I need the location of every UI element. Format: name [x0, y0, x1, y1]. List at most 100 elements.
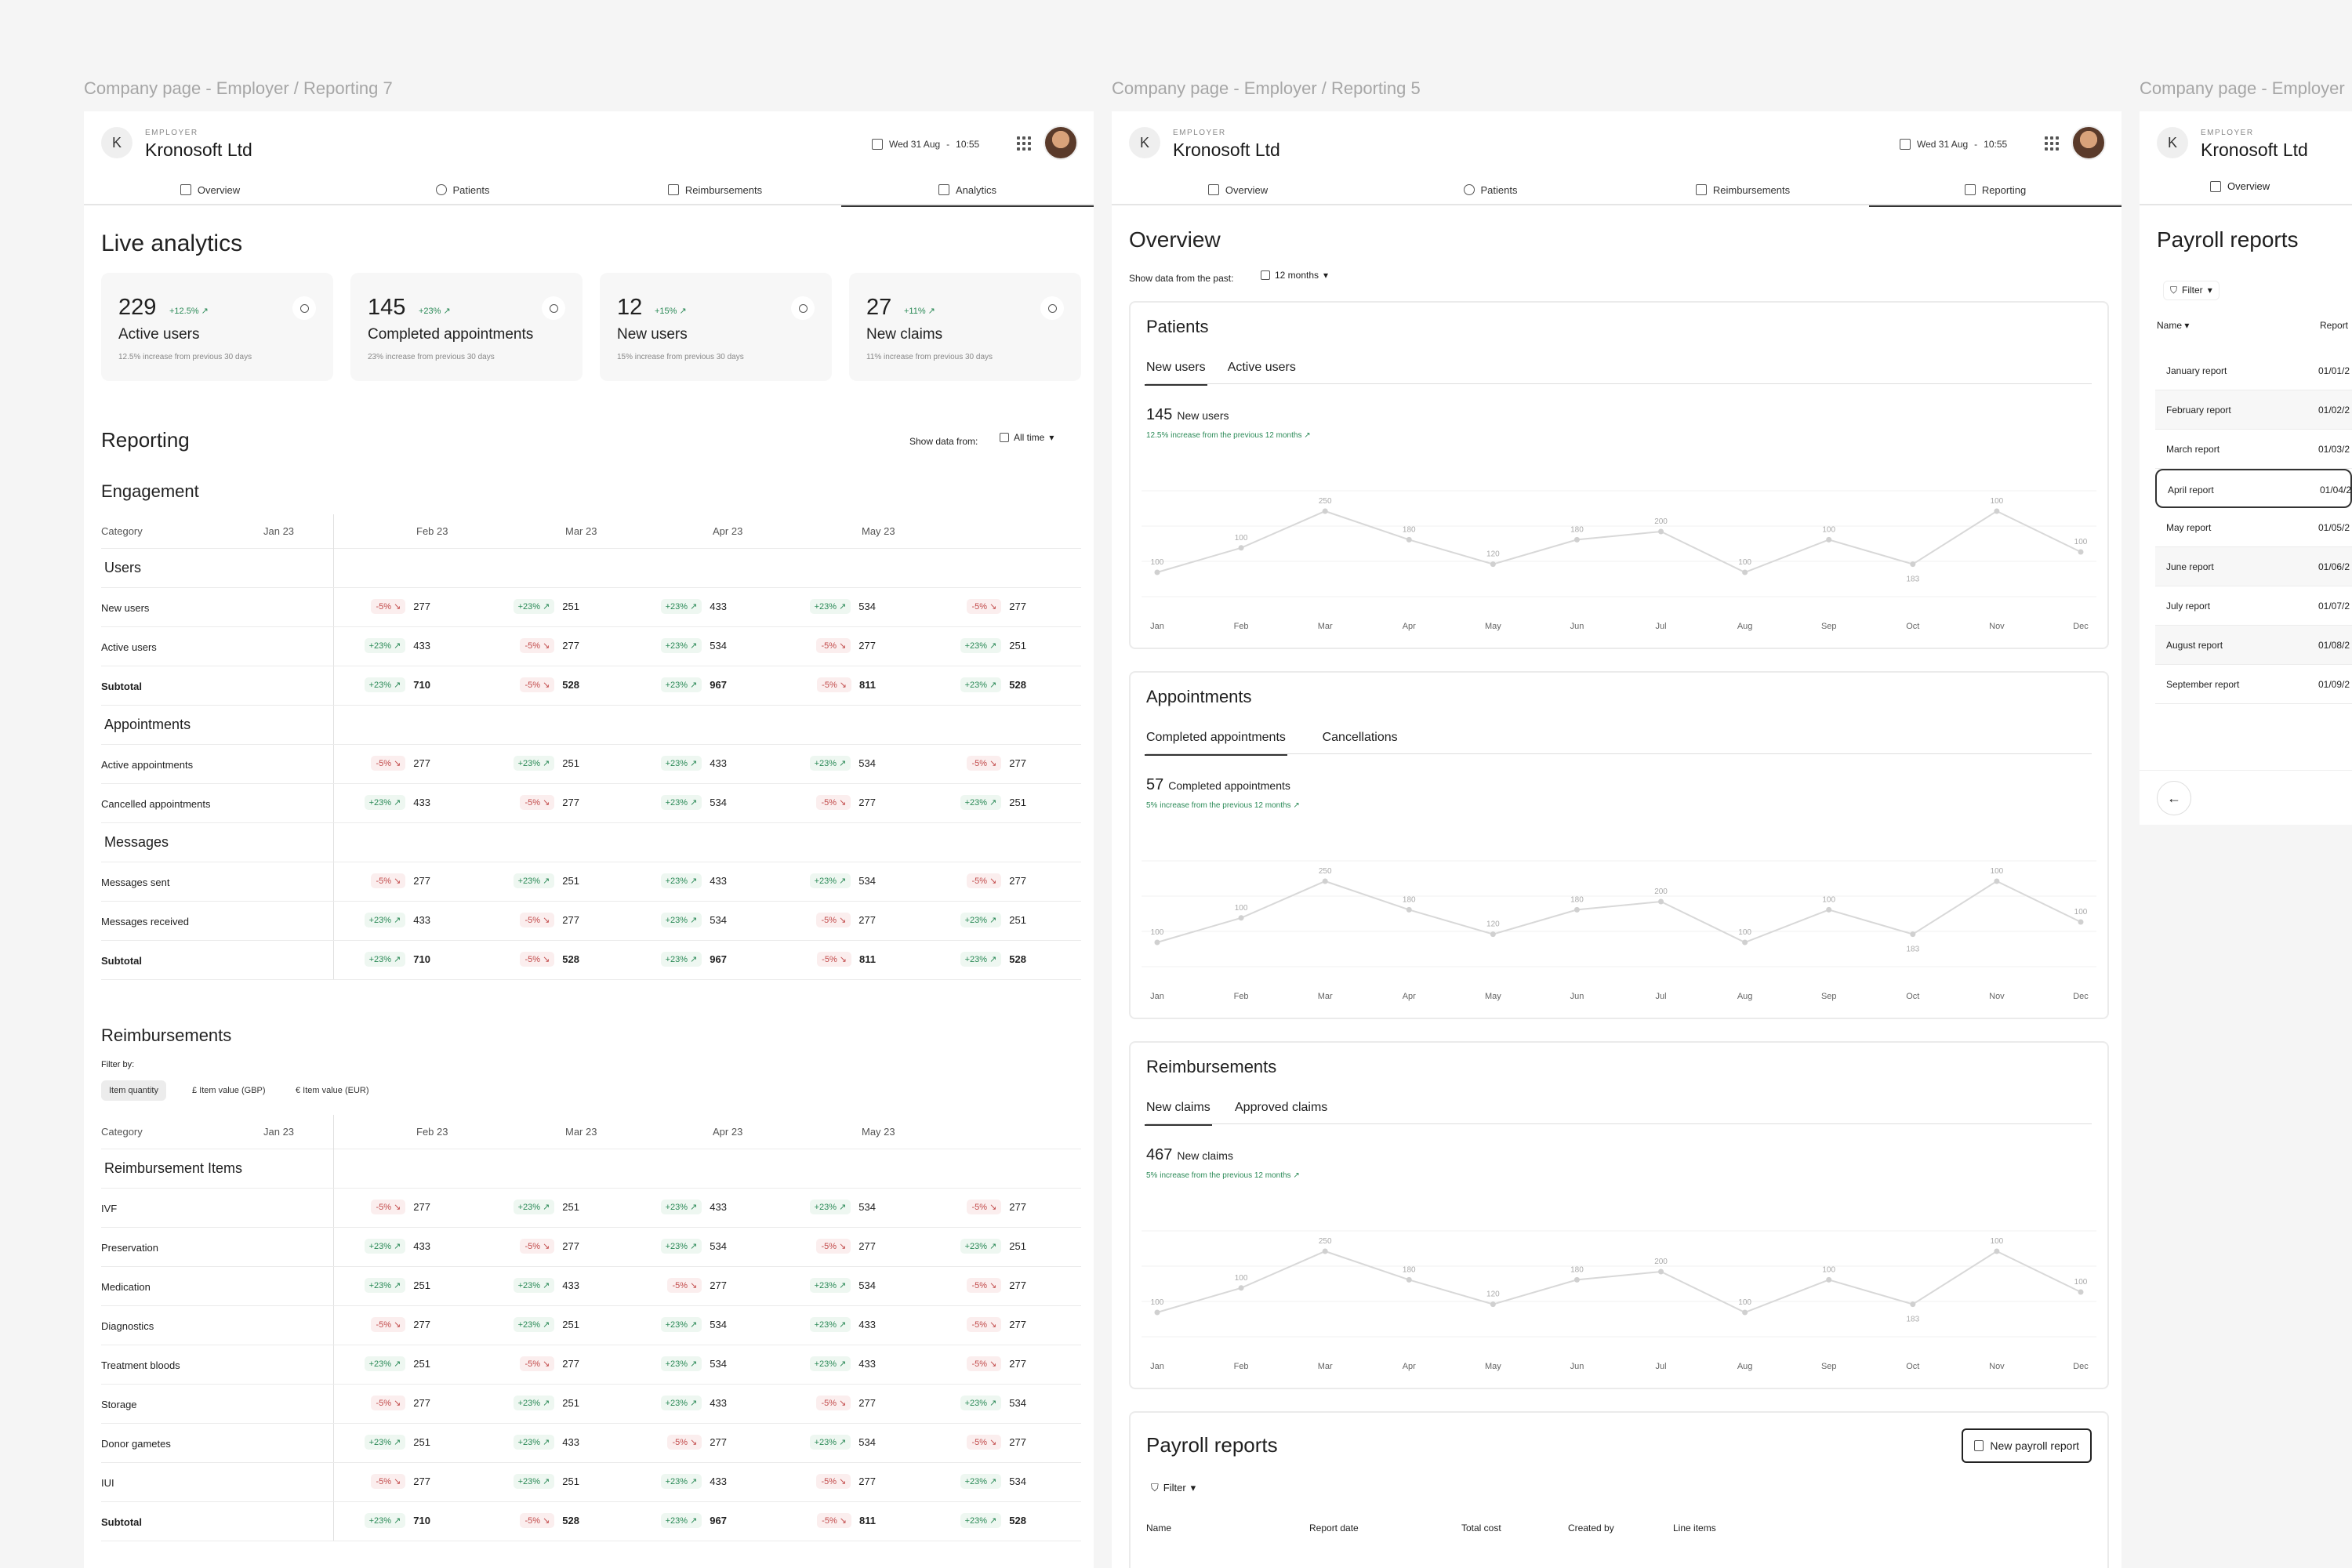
filter-button[interactable]: ⛉ Filter ▾ [2163, 281, 2220, 300]
new-payroll-button[interactable]: New payroll report [1962, 1428, 2092, 1463]
data-point[interactable] [1238, 545, 1244, 551]
panel-tab[interactable]: New users [1145, 361, 1207, 386]
cell-value: 710 [413, 953, 430, 965]
row-label: Subtotal [101, 1516, 142, 1528]
data-point[interactable] [2078, 919, 2084, 925]
value-cell: +23% ↗ 251 [344, 1356, 430, 1371]
data-point[interactable] [1658, 898, 1664, 905]
tab-reimbursements[interactable]: Reimbursements [589, 174, 841, 205]
company-avatar[interactable]: K [101, 127, 132, 158]
panel-tab[interactable]: Approved claims [1235, 1101, 1328, 1114]
data-point[interactable] [1490, 561, 1496, 568]
tab-patients[interactable]: Patients [336, 174, 589, 205]
increase-badge: +23% ↗ [960, 913, 1002, 927]
data-point[interactable] [2078, 1289, 2084, 1295]
tab-patients[interactable]: Patients [1364, 174, 1617, 205]
data-point[interactable] [1994, 1248, 2000, 1254]
data-point[interactable] [1322, 1248, 1328, 1254]
tab-reporting[interactable]: Reporting [1869, 174, 2122, 207]
payroll-row[interactable]: March report 01/03/2 [2155, 430, 2352, 469]
payroll-column-header[interactable]: Line items [1673, 1523, 1716, 1534]
payroll-column-header[interactable]: Total cost [1461, 1523, 1501, 1534]
payroll-row[interactable]: June report 01/06/2 [2155, 547, 2352, 586]
decrease-badge: -5% ↘ [967, 873, 1002, 888]
increase-badge: +23% ↗ [960, 795, 1002, 810]
apps-grid-icon[interactable] [2045, 136, 2059, 151]
data-point[interactable] [1490, 931, 1496, 938]
panel-tab[interactable]: New claims [1145, 1101, 1212, 1126]
payroll-row[interactable]: September report 01/09/2 [2155, 665, 2352, 704]
panel-tab[interactable]: Active users [1227, 361, 1296, 374]
data-point[interactable] [1826, 1276, 1832, 1283]
value-cell: -5% ↘ 277 [940, 873, 1026, 888]
back-arrow-icon[interactable]: ← [2157, 781, 2191, 815]
filter-item-quantity[interactable]: Item quantity [101, 1080, 166, 1101]
payroll-row[interactable]: July report 01/07/2 [2155, 586, 2352, 626]
data-point[interactable] [1826, 906, 1832, 913]
column-header: Mar 23 [565, 1126, 597, 1138]
payroll-column-header[interactable]: Name [1146, 1523, 1172, 1534]
data-point[interactable] [2078, 549, 2084, 555]
tab-overview[interactable]: Overview [84, 174, 336, 205]
tab-overview[interactable]: Overview [1112, 174, 1364, 205]
tab-overview[interactable]: Overview [2210, 180, 2270, 192]
payroll-row[interactable]: April report 01/04/2 [2155, 469, 2352, 508]
filter-gbp[interactable]: £ Item value (GBP) [192, 1086, 266, 1095]
data-point[interactable] [1573, 536, 1580, 543]
data-point[interactable] [1994, 878, 2000, 884]
data-point[interactable] [1490, 1301, 1496, 1308]
data-point[interactable] [1658, 1269, 1664, 1275]
decrease-badge: -5% ↘ [520, 638, 555, 653]
panel-tab[interactable]: Cancellations [1322, 731, 1398, 744]
data-point[interactable] [1742, 569, 1748, 575]
data-point[interactable] [1322, 508, 1328, 514]
data-point[interactable] [1406, 906, 1412, 913]
range-select[interactable]: All time ▾ [1000, 432, 1054, 443]
name-column-header[interactable]: Name ▾ [2157, 320, 2190, 331]
payroll-column-header[interactable]: Created by [1568, 1523, 1614, 1534]
data-point[interactable] [1994, 508, 2000, 514]
user-avatar[interactable] [2071, 125, 2106, 160]
filter-button[interactable]: ⛉ Filter ▾ [1151, 1482, 1196, 1494]
stat-delta: +15% ↗ [655, 307, 687, 316]
data-point[interactable] [1406, 1276, 1412, 1283]
payroll-row[interactable]: February report 01/02/2 [2155, 390, 2352, 430]
company-avatar[interactable]: K [1129, 127, 1160, 158]
data-point[interactable] [1742, 939, 1748, 946]
apps-grid-icon[interactable] [1017, 136, 1031, 151]
panel-tab[interactable]: Completed appointments [1145, 731, 1287, 756]
cell-value: 277 [413, 1475, 430, 1487]
payroll-column-header[interactable]: Report date [1309, 1523, 1359, 1534]
company-avatar[interactable]: K [2157, 127, 2188, 158]
data-point[interactable] [1742, 1309, 1748, 1316]
tab-analytics[interactable]: Analytics [841, 174, 1094, 207]
report-column-header[interactable]: Report [2320, 320, 2349, 331]
data-point[interactable] [1322, 878, 1328, 884]
increase-badge: +23% ↗ [660, 952, 702, 967]
data-point[interactable] [1910, 931, 1916, 938]
data-point[interactable] [1154, 939, 1160, 946]
increase-badge: +23% ↗ [660, 913, 702, 927]
data-point[interactable] [1826, 536, 1832, 543]
payroll-row[interactable]: January report 01/01/2 [2155, 351, 2352, 390]
filter-eur[interactable]: € Item value (EUR) [296, 1086, 369, 1095]
increase-badge: +23% ↗ [809, 599, 851, 614]
data-point[interactable] [1910, 1301, 1916, 1308]
data-point[interactable] [1154, 569, 1160, 575]
payroll-row[interactable]: August report 01/08/2 [2155, 626, 2352, 665]
tab-reimbursements[interactable]: Reimbursements [1617, 174, 1869, 205]
value-cell: +23% ↗ 710 [344, 677, 430, 692]
data-point[interactable] [1573, 1276, 1580, 1283]
data-point[interactable] [1910, 561, 1916, 568]
data-point[interactable] [1406, 536, 1412, 543]
data-point[interactable] [1573, 906, 1580, 913]
data-point[interactable] [1238, 915, 1244, 921]
report-name: June report [2166, 561, 2214, 572]
range-select[interactable]: 12 months ▾ [1261, 270, 1328, 281]
data-point[interactable] [1238, 1285, 1244, 1291]
data-point[interactable] [1658, 528, 1664, 535]
data-point[interactable] [1154, 1309, 1160, 1316]
payroll-row[interactable]: May report 01/05/2 [2155, 508, 2352, 547]
user-avatar[interactable] [1044, 125, 1078, 160]
panel-tabs: New claims Approved claims [1145, 1093, 2092, 1126]
